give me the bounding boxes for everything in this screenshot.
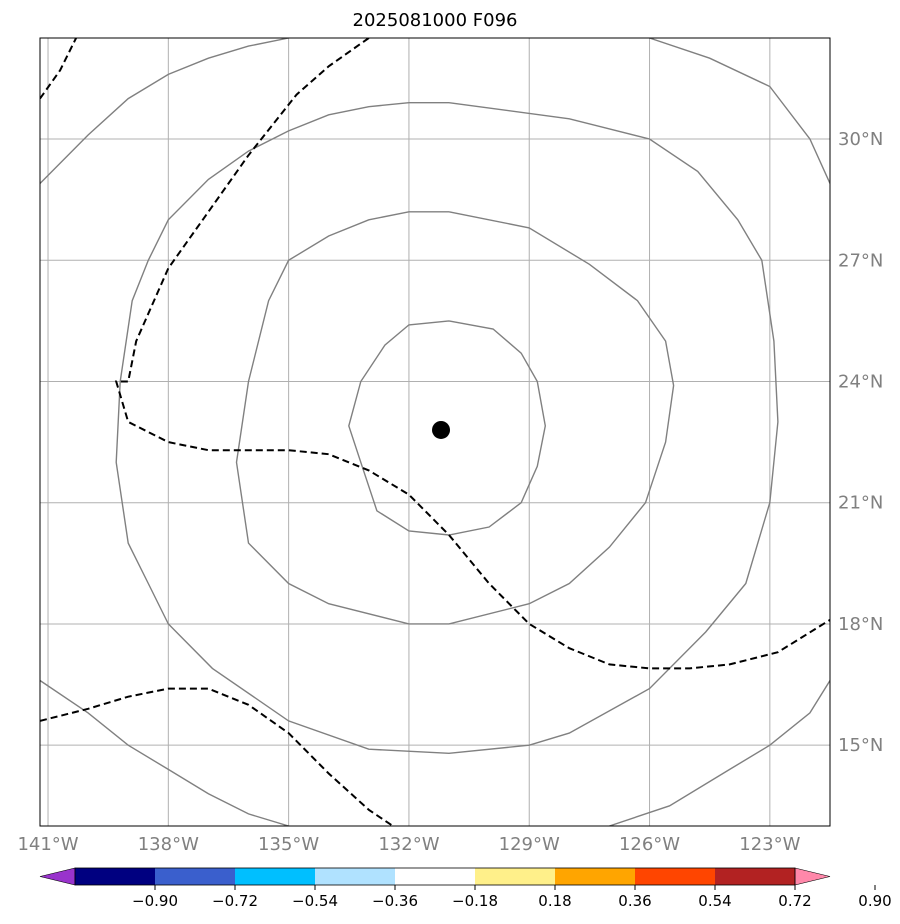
colorbar-tick-label-1: −0.72 [212, 892, 258, 910]
colorbar-tick-label-6: 0.36 [618, 892, 651, 910]
y-tick-label-0: 15°N [838, 735, 883, 756]
range-ring-6 [40, 38, 289, 184]
y-tick-label-1: 18°N [838, 614, 883, 635]
x-tick-label-2: 135°W [258, 834, 319, 855]
colorbar-bin-3 [315, 868, 396, 885]
colorbar-bin-1 [155, 868, 236, 885]
range-ring-5 [40, 679, 289, 826]
colorbar-bin-7 [635, 868, 716, 885]
x-tick-label-4: 129°W [499, 834, 560, 855]
colorbar-tick-label-7: 0.54 [698, 892, 731, 910]
colorbar-tick-label-3: −0.36 [372, 892, 418, 910]
dashed-contour-1 [114, 38, 830, 670]
colorbar-tick-label-4: −0.18 [452, 892, 498, 910]
range-ring-1 [235, 211, 675, 625]
colorbar-tick-label-0: −0.90 [132, 892, 178, 910]
colorbar-bin-0 [75, 868, 156, 885]
y-tick-label-3: 24°N [838, 371, 883, 392]
x-tick-label-6: 123°W [739, 834, 800, 855]
colorbar-outline [74, 867, 796, 886]
plot-area [40, 38, 830, 826]
colorbar-bin-6 [555, 868, 636, 885]
colorbar-extend-low [39, 867, 76, 886]
range-ring-4 [609, 680, 830, 826]
colorbar-extend-high [794, 867, 831, 886]
y-tick-label-4: 27°N [838, 250, 883, 271]
colorbar-bin-4 [395, 868, 476, 885]
dashed-contour-0 [40, 38, 77, 100]
axis-labels: 141°W 138°W 135°W 132°W 129°W 126°W 123°W 15°N 1… [17, 129, 883, 855]
y-tick-label-2: 21°N [838, 493, 883, 514]
colorbar-bin-2 [235, 868, 316, 885]
colorbar: −0.90 −0.72 −0.54 −0.36 −0.18 0.18 0.36 0.54 0.7… [39, 867, 892, 910]
colorbar-tick-label-2: −0.54 [292, 892, 338, 910]
x-tick-label-5: 126°W [619, 834, 680, 855]
chart-title: 2025081000 F096 [353, 10, 518, 31]
storm-center-marker [432, 420, 451, 439]
colorbar-bin-8 [715, 868, 796, 885]
x-tick-label-1: 138°W [138, 834, 199, 855]
plot-frame [39, 37, 831, 827]
x-tick-label-0: 141°W [17, 834, 78, 855]
colorbar-bin-5 [475, 868, 556, 885]
range-ring-3 [649, 38, 830, 184]
dashed-contour-2 [40, 687, 394, 826]
colorbar-tick-label-9: 0.90 [858, 892, 891, 910]
y-tick-label-5: 30°N [838, 129, 883, 150]
colorbar-tick-label-5: 0.18 [538, 892, 571, 910]
colorbar-tick-label-8: 0.72 [778, 892, 811, 910]
x-tick-label-3: 132°W [378, 834, 439, 855]
range-ring-2 [115, 101, 779, 755]
